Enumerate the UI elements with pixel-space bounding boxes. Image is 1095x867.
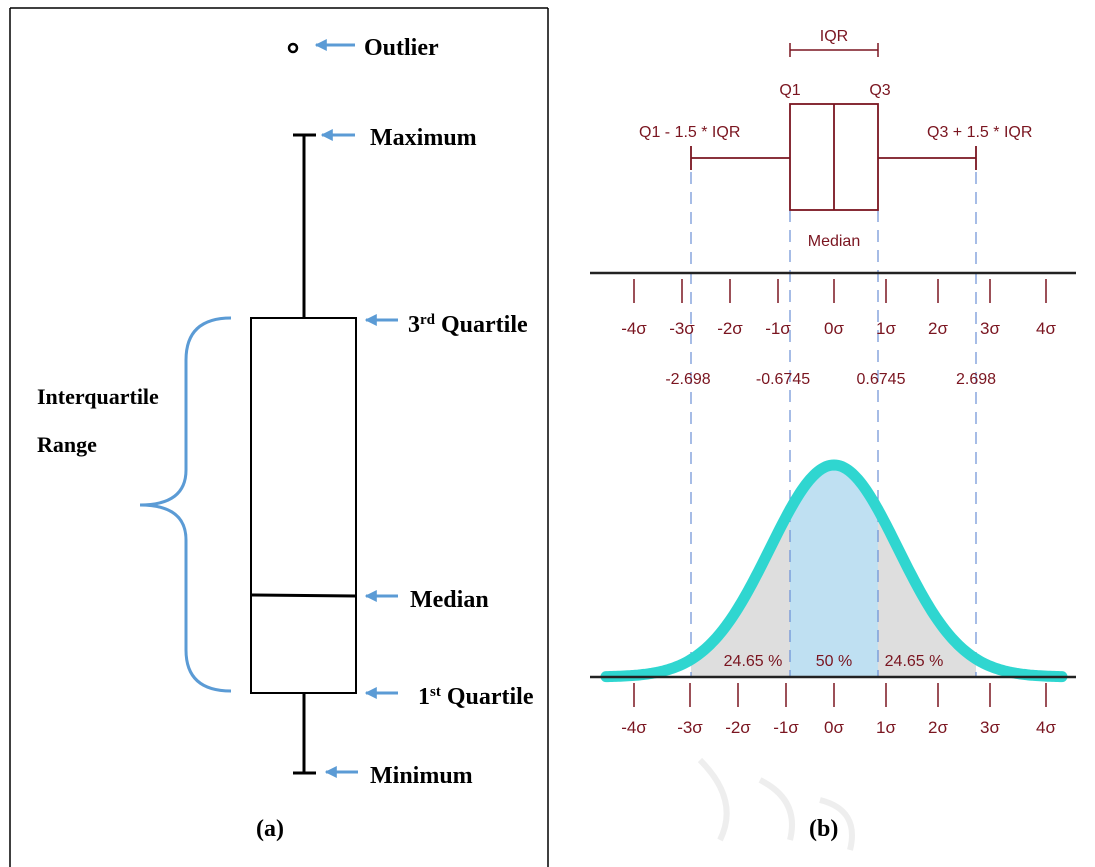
outlier-label: Outlier [364, 35, 439, 61]
lower-axis-tick-label: 4σ [1036, 718, 1056, 737]
upper-axis-tick-label: 2σ [928, 319, 948, 338]
box [250, 317, 357, 694]
q1-label-sup: st [430, 684, 441, 700]
panel-a: Outlier Maximum 3rd Quartile Median 1st Qu… [37, 35, 534, 842]
right-tail-area [878, 509, 976, 677]
iqr-label: IQR [820, 28, 848, 45]
upper-fence-label: Q3 + 1.5 * IQR [927, 124, 1032, 141]
q3-label-rest: Quartile [441, 312, 528, 338]
pct-center: 50 % [816, 653, 852, 670]
watermark-shape [697, 757, 855, 851]
iqr-area [790, 465, 878, 677]
upper-axis-tick-label: -3σ [669, 319, 695, 338]
lower-fence-label: Q1 - 1.5 * IQR [639, 124, 740, 141]
upper-axis-tick-label: 4σ [1036, 319, 1056, 338]
q1-label-rest: Quartile [447, 684, 534, 710]
pct-left: 24.65 % [724, 653, 783, 670]
caption-a: (a) [256, 816, 284, 842]
iqr-brace [139, 316, 232, 693]
left-tail-area [691, 509, 790, 677]
upper-axis-tick-label: -4σ [621, 319, 647, 338]
upper-axis-tick-label: -2σ [717, 319, 743, 338]
median-label-a: Median [410, 587, 489, 613]
boxplot-b [690, 103, 977, 211]
watermark [697, 757, 855, 851]
lower-axis-tick-label: 3σ [980, 718, 1000, 737]
upper-axis-ticks: -4σ -3σ -2σ -1σ 0σ 1σ 2σ 3σ 4σ [621, 279, 1056, 338]
iqr-bracket [789, 43, 879, 57]
q1-label: 1st Quartile [418, 684, 534, 710]
q1-label-b: Q1 [779, 82, 800, 99]
q3-label: 3rd Quartile [408, 312, 528, 338]
lower-axis-tick-label: -1σ [773, 718, 799, 737]
median-label-b: Median [808, 233, 860, 250]
boundary-value-4: 2.698 [956, 371, 996, 388]
caption-b: (b) [809, 816, 838, 842]
panel-frames [9, 7, 549, 867]
q1-label-main: 1 [418, 684, 430, 710]
lower-axis-tick-label: 1σ [876, 718, 896, 737]
median-line [250, 593, 357, 598]
panel-b: IQR Q1 Q3 Q1 - 1.5 * IQR Q3 + 1.5 * IQR … [590, 28, 1076, 842]
lower-axis-tick-label: 0σ [824, 718, 844, 737]
upper-axis-tick-label: 0σ [824, 319, 844, 338]
q3-label-b: Q3 [869, 82, 890, 99]
upper-axis-tick-label: 1σ [876, 319, 896, 338]
q3-label-sup: rd [420, 312, 436, 328]
lower-axis-ticks: -4σ -3σ -2σ -1σ 0σ 1σ 2σ 3σ 4σ [621, 683, 1056, 737]
boundary-value-1: -2.698 [665, 371, 710, 388]
minimum-label: Minimum [370, 763, 473, 789]
iqr-label-line1: Interquartile [37, 384, 159, 409]
lower-axis-tick-label: -2σ [725, 718, 751, 737]
boundary-value-3: 0.6745 [857, 371, 906, 388]
boundary-value-2: -0.6745 [756, 371, 810, 388]
pct-right: 24.65 % [885, 653, 944, 670]
outlier-point [287, 42, 299, 54]
upper-axis-tick-label: 3σ [980, 319, 1000, 338]
normal-curve [600, 459, 1068, 683]
lower-axis-tick-label: -3σ [677, 718, 703, 737]
lower-axis-tick-label: 2σ [928, 718, 948, 737]
q3-label-main: 3 [408, 312, 420, 338]
lower-axis-tick-label: -4σ [621, 718, 647, 737]
maximum-label: Maximum [370, 125, 477, 151]
iqr-label-line2: Range [37, 432, 97, 457]
upper-axis-tick-label: -1σ [765, 319, 791, 338]
guides [690, 172, 977, 677]
